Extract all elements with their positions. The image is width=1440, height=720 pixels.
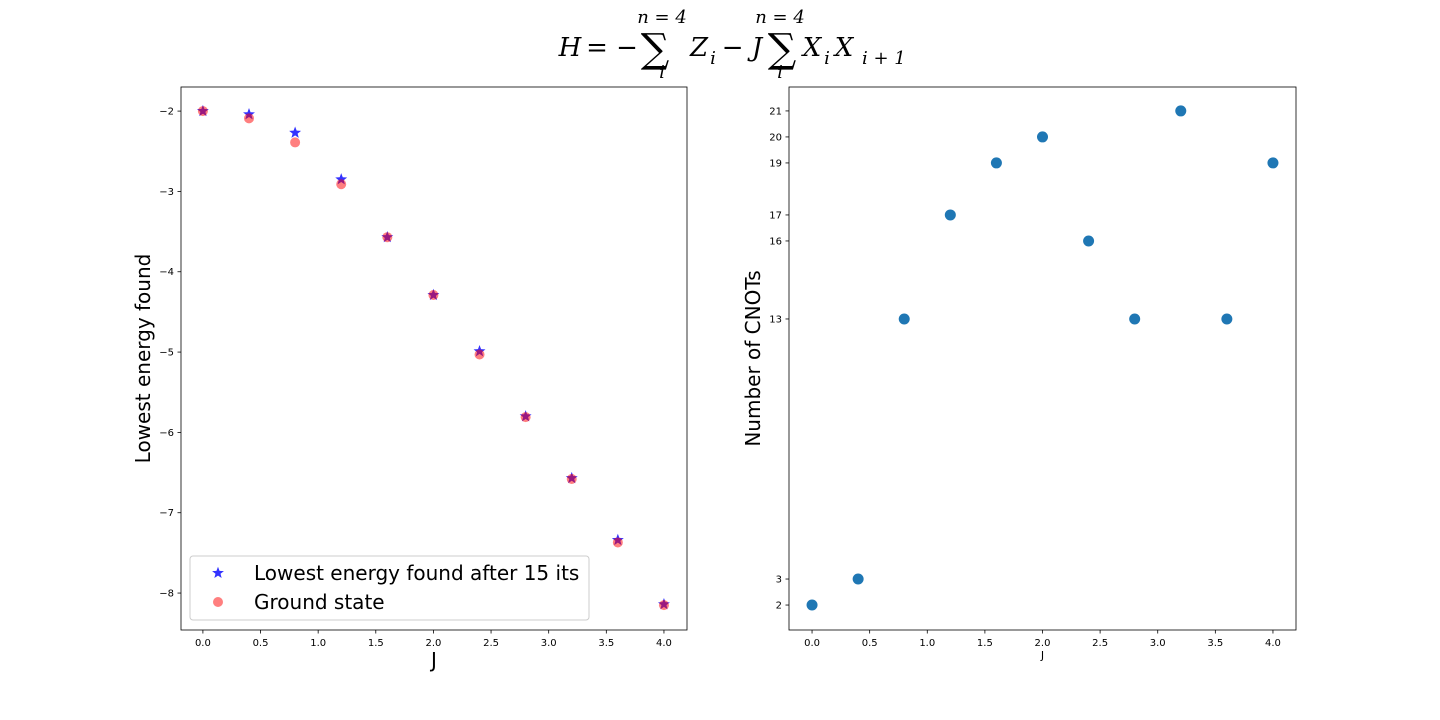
legend-label: Lowest energy found after 15 its [254, 561, 579, 585]
y-tick-label: −3 [159, 187, 174, 198]
title-part: = − [586, 33, 638, 63]
point [1221, 313, 1233, 325]
title-part: i [824, 48, 830, 69]
title-part: − J [722, 33, 764, 63]
x-tick-label: 2.0 [425, 638, 441, 649]
point [1083, 235, 1095, 247]
axes-frame [788, 86, 1297, 631]
legend-marker [212, 566, 224, 579]
point [290, 137, 301, 148]
star-point [335, 173, 348, 185]
title-part: Z [689, 33, 709, 63]
point [428, 290, 439, 301]
legend: Lowest energy found after 15 its Ground s… [189, 555, 590, 621]
point [520, 412, 531, 423]
point [566, 473, 577, 484]
x-tick-label: 0.5 [253, 638, 269, 649]
title-part: i [659, 62, 665, 83]
point [197, 106, 208, 117]
y-tick-label: −6 [159, 428, 174, 439]
legend-label: Ground state [254, 590, 385, 614]
x-axis-label: J [1040, 649, 1044, 662]
legend-box [189, 555, 590, 621]
point [898, 313, 910, 325]
point [336, 179, 347, 190]
y-tick-label: −4 [159, 267, 174, 278]
x-tick-label: 3.5 [598, 638, 614, 649]
title-part: ∑ [768, 26, 797, 72]
axes-frame [180, 86, 688, 631]
title-part: ∑ [641, 26, 670, 72]
x-tick-label: 3.0 [541, 638, 557, 649]
y-tick-label: 17 [769, 210, 782, 221]
point [1129, 313, 1141, 325]
title-part: H [558, 33, 583, 63]
plot: 0.0 0.5 1.0 1.5 2.0 2.5 3.0 3.5 4.0 2 3 13 16 17 19 20 2… [741, 86, 1297, 662]
y-tick-label: −8 [159, 589, 174, 600]
x-tick-label: 0.5 [862, 638, 878, 649]
title-part: i + 1 [862, 48, 906, 69]
point [1175, 105, 1187, 117]
y-axis-label: Lowest energy found [131, 254, 155, 464]
y-tick-label: −5 [159, 348, 174, 359]
point [658, 600, 669, 611]
legend-marker [213, 597, 223, 607]
point [990, 157, 1002, 169]
point [474, 349, 485, 360]
x-tick-label: 1.5 [368, 638, 384, 649]
y-tick-label: 19 [769, 158, 782, 169]
y-tick-label: −7 [159, 508, 174, 519]
title-part: X [801, 33, 823, 63]
x-tick-label: 0.0 [195, 638, 211, 649]
y-axis-label: Number of CNOTs [741, 270, 765, 446]
x-tick-label: 2.0 [1035, 638, 1051, 649]
y-tick-label: 21 [769, 106, 782, 117]
point [806, 599, 818, 611]
y-tick-label: −2 [159, 107, 174, 118]
x-tick-label: 2.5 [1092, 638, 1108, 649]
title-part: i [710, 48, 716, 69]
title-part: n = 4 [755, 7, 805, 28]
point [1267, 157, 1279, 169]
y-tick-label: 13 [769, 314, 782, 325]
x-tick-label: 1.0 [310, 638, 326, 649]
x-axis-label: J [429, 648, 437, 672]
x-tick-label: 1.5 [977, 638, 993, 649]
point [852, 573, 864, 585]
point [1037, 131, 1048, 143]
x-tick-label: 4.0 [1265, 638, 1281, 649]
x-tick-label: 3.0 [1150, 638, 1166, 649]
y-tick-label: 16 [769, 236, 782, 247]
point [382, 232, 393, 243]
y-tick-label: 20 [769, 132, 782, 143]
y-tick-label: 3 [776, 575, 782, 586]
title-part: n = 4 [637, 7, 687, 28]
x-tick-label: 0.0 [804, 638, 820, 649]
point [944, 209, 956, 221]
x-tick-label: 1.0 [919, 638, 935, 649]
x-tick-label: 3.5 [1207, 638, 1223, 649]
y-tick-label: 2 [776, 601, 782, 612]
star-point [289, 126, 302, 138]
x-tick-label: 4.0 [656, 638, 672, 649]
point [244, 113, 255, 124]
plot: 0.0 0.5 1.0 1.5 2.0 2.5 3.0 3.5 4.0 −8 −7 −6 −5 −4 −3 −… [131, 86, 688, 672]
title-part: i [777, 62, 783, 83]
title-part: X [833, 33, 855, 63]
point [612, 537, 623, 548]
x-tick-label: 2.5 [483, 638, 499, 649]
